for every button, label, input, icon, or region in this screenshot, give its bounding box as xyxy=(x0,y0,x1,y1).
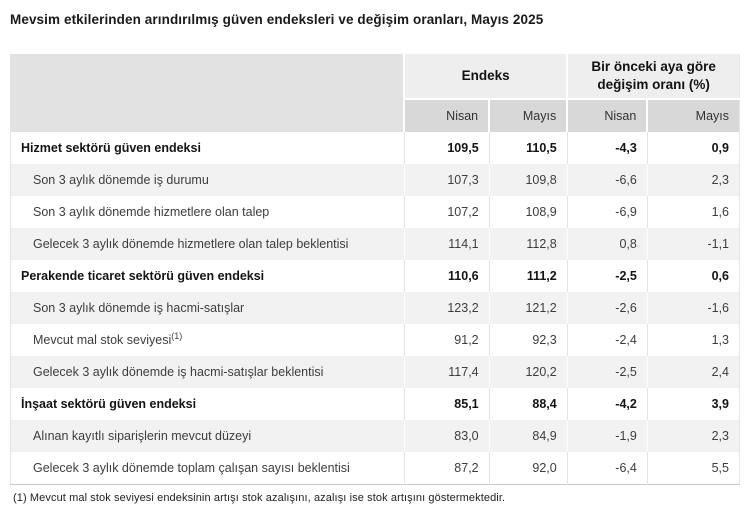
group-header-endeks: Endeks xyxy=(403,54,568,99)
table-row: Gelecek 3 aylık dönemde hizmetlere olan … xyxy=(10,228,740,260)
value-cell: 85,1 xyxy=(403,388,490,420)
table-row: Son 3 aylık dönemde iş durumu 107,3 109,8-… xyxy=(10,164,740,196)
row-label: Mevcut mal stok seviyesi(1) xyxy=(33,330,183,347)
value-cell: 117,4 xyxy=(403,356,490,388)
value-cell: 110,5 xyxy=(488,132,568,164)
table-row: Gelecek 3 aylık dönemde toplam çalışan s… xyxy=(11,452,740,484)
table-row: Alınan kayıtlı siparişlerin mevcut düzey… xyxy=(10,420,740,452)
value-cell: -2,5 xyxy=(566,260,648,292)
row-label: Son 3 aylık dönemde iş durumu xyxy=(33,173,209,187)
row-label: Gelecek 3 aylık dönemde toplam çalışan s… xyxy=(33,460,350,475)
table-row: Gelecek 3 aylık dönemde iş hacmi-satışla… xyxy=(10,356,740,388)
value-cell: -1,9 xyxy=(566,420,648,452)
value-cell: 120,2 xyxy=(488,356,568,388)
footnote-marker: (1) xyxy=(171,330,183,341)
corner-cell xyxy=(10,54,405,132)
value-cell: 5,5 xyxy=(646,452,740,484)
value-cell: 114,1 xyxy=(403,228,490,260)
value-cell: -6,4 xyxy=(566,452,648,484)
value-cell: 112,8 xyxy=(488,228,568,260)
page: Mevsim etkilerinden arındırılmış güven e… xyxy=(10,12,740,504)
value-cell: 2,3 xyxy=(646,420,740,452)
value-cell: 92,3 xyxy=(488,324,568,356)
page-title: Mevsim etkilerinden arındırılmış güven e… xyxy=(10,12,544,27)
value-cell: 121,2 xyxy=(488,292,568,324)
table-row: Perakende ticaret sektörü güven endeksi 1… xyxy=(11,260,740,292)
sub-header-endeks-mayis: Mayıs xyxy=(488,98,568,132)
table-row: Son 3 aylık dönemde iş hacmi-satışlar 123… xyxy=(10,292,740,324)
value-cell: 0,8 xyxy=(566,228,648,260)
value-cell: -4,3 xyxy=(566,132,648,164)
row-label: Gelecek 3 aylık dönemde hizmetlere olan … xyxy=(33,237,349,251)
sub-header-endeks-nisan: Nisan xyxy=(403,98,490,132)
value-cell: -1,1 xyxy=(646,228,740,260)
value-cell: -4,2 xyxy=(566,388,648,420)
value-cell: -2,5 xyxy=(566,356,648,388)
confidence-index-table: Endeks Bir önceki aya göre değişim oranı… xyxy=(10,54,740,485)
value-cell: 91,2 xyxy=(403,324,490,356)
group-header-change-rate: Bir önceki aya göre değişim oranı (%) xyxy=(566,54,740,99)
row-label: Son 3 aylık dönemde iş hacmi-satışlar xyxy=(33,301,245,315)
row-label: Alınan kayıtlı siparişlerin mevcut düzey… xyxy=(33,429,252,443)
row-label: Son 3 aylık dönemde hizmetlere olan tale… xyxy=(33,205,270,219)
value-cell: 92,0 xyxy=(488,452,568,484)
row-label: Gelecek 3 aylık dönemde iş hacmi-satışla… xyxy=(33,365,324,379)
sub-header-row: Nisan Mayıs Nisan Mayıs xyxy=(11,98,740,132)
table-row: Mevcut mal stok seviyesi(1) 91,2 92,3 -2,4 1… xyxy=(11,324,740,356)
value-cell: 87,2 xyxy=(403,452,490,484)
table-row: İnşaat sektörü güven endeksi 85,1 88,4 -4,2… xyxy=(11,388,740,420)
value-cell: 110,6 xyxy=(403,260,490,292)
row-label: Perakende ticaret sektörü güven endeksi xyxy=(21,269,265,283)
value-cell: -2,6 xyxy=(566,292,648,324)
footnote: (1) Mevcut mal stok seviyesi endeksinin … xyxy=(13,491,506,504)
value-cell: 88,4 xyxy=(488,388,568,420)
value-cell: -6,6 xyxy=(566,164,648,196)
group-header-row: Endeks Bir önceki aya göre değişim oranı… xyxy=(10,54,740,132)
value-cell: 1,6 xyxy=(646,196,740,228)
value-cell: 2,4 xyxy=(646,356,740,388)
value-cell: -2,4 xyxy=(566,324,648,356)
value-cell: -1,6 xyxy=(646,292,740,324)
value-cell: 0,9 xyxy=(646,132,740,164)
value-cell: 1,3 xyxy=(646,324,740,356)
value-cell: 111,2 xyxy=(488,260,568,292)
value-cell: 109,5 xyxy=(403,132,490,164)
value-cell: 2,3 xyxy=(646,164,740,196)
sub-header-change-nisan: Nisan xyxy=(566,98,648,132)
value-cell: 84,9 xyxy=(488,420,568,452)
row-label: İnşaat sektörü güven endeksi xyxy=(21,397,197,411)
value-cell: 108,9 xyxy=(488,196,568,228)
value-cell: 107,3 xyxy=(403,164,490,196)
value-cell: -6,9 xyxy=(566,196,648,228)
value-cell: 109,8 xyxy=(488,164,568,196)
value-cell: 123,2 xyxy=(403,292,490,324)
table-row: Son 3 aylık dönemde hizmetlere olan tale… xyxy=(11,196,740,228)
value-cell: 3,9 xyxy=(646,388,740,420)
value-cell: 0,6 xyxy=(646,260,740,292)
value-cell: 83,0 xyxy=(403,420,490,452)
table-row: Hizmet sektörü güven endeksi 109,5 110,5 -4… xyxy=(11,132,740,164)
sub-header-change-mayis: Mayıs xyxy=(646,98,740,132)
table-header: Endeks Bir önceki aya göre değişim oranı… xyxy=(10,54,740,132)
table-body: Hizmet sektörü güven endeksi 109,5 110,5 -4… xyxy=(10,132,740,484)
value-cell: 107,2 xyxy=(403,196,490,228)
row-label: Hizmet sektörü güven endeksi xyxy=(21,141,201,155)
